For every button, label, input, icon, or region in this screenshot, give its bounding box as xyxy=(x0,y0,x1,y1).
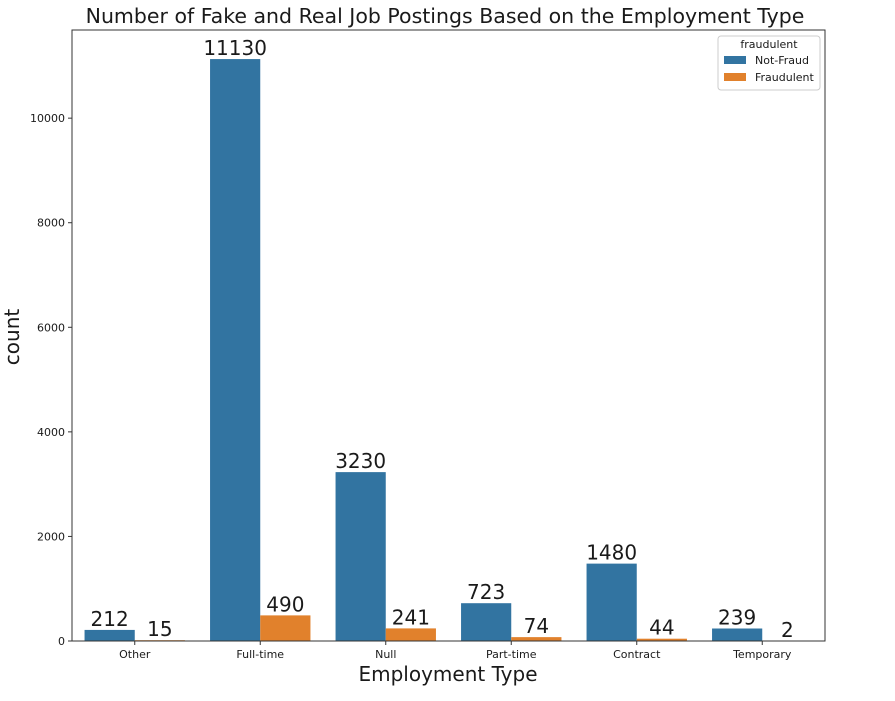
legend-swatch-fraudulent xyxy=(724,73,746,81)
legend-label-not-fraud: Not-Fraud xyxy=(755,54,809,67)
data-label-null-fraudulent: 241 xyxy=(392,605,430,629)
y-axis-label: count xyxy=(0,309,24,366)
data-label-temporary-not-fraud: 239 xyxy=(718,606,756,630)
y-axis: 0 2000 4000 6000 8000 10000 xyxy=(30,112,72,648)
x-axis-label: Employment Type xyxy=(358,662,537,686)
x-tick-label: Null xyxy=(375,648,396,661)
bar-contract-not-fraud xyxy=(586,563,637,641)
x-tick-label: Other xyxy=(119,648,151,661)
bar-full-time-not-fraud xyxy=(210,59,261,642)
data-label-part-time-not-fraud: 723 xyxy=(467,580,505,604)
y-tick-label: 4000 xyxy=(37,426,65,439)
data-label-full-time-not-fraud: 11130 xyxy=(203,36,267,60)
bar-part-time-not-fraud xyxy=(461,603,512,641)
data-label-contract-not-fraud: 1480 xyxy=(586,541,637,565)
chart-title: Number of Fake and Real Job Postings Bas… xyxy=(86,4,805,28)
data-label-contract-fraudulent: 44 xyxy=(649,616,674,640)
legend: fraudulent Not-Fraud Fraudulent xyxy=(717,35,821,91)
data-label-temporary-fraudulent: 2 xyxy=(781,618,794,642)
x-tick-label: Full-time xyxy=(236,648,284,661)
y-tick-label: 8000 xyxy=(37,217,65,230)
bar-contract-fraudulent xyxy=(636,638,687,641)
y-tick-label: 2000 xyxy=(37,530,65,543)
legend-swatch-not-fraud xyxy=(724,56,746,64)
data-label-other-not-fraud: 212 xyxy=(91,607,129,631)
legend-title: fraudulent xyxy=(740,38,798,51)
data-label-null-not-fraud: 3230 xyxy=(335,449,386,473)
bar-part-time-fraudulent xyxy=(511,637,562,641)
bar-null-fraudulent xyxy=(385,628,436,641)
x-tick-label: Temporary xyxy=(732,648,792,661)
plot-frame xyxy=(71,29,826,642)
data-label-other-fraudulent: 15 xyxy=(147,617,172,641)
data-label-part-time-fraudulent: 74 xyxy=(524,614,549,638)
y-tick-label: 10000 xyxy=(30,112,65,125)
legend-label-fraudulent: Fraudulent xyxy=(755,71,815,84)
bar-full-time-fraudulent xyxy=(260,615,311,641)
y-tick-label: 6000 xyxy=(37,321,65,334)
data-label-full-time-fraudulent: 490 xyxy=(266,592,304,616)
bar-labels-group: 212 11130 3230 723 1480 239 15 490 241 74 44 2 xyxy=(91,36,794,642)
bar-other-not-fraud xyxy=(84,629,135,641)
y-tick-label: 0 xyxy=(58,635,65,648)
x-tick-label: Contract xyxy=(613,648,661,661)
bar-null-not-fraud xyxy=(335,472,386,641)
bars-group xyxy=(84,59,813,642)
x-tick-label: Part-time xyxy=(486,648,537,661)
bar-temporary-not-fraud xyxy=(712,628,763,641)
x-axis: Other Full-time Null Part-time Contract Tempo… xyxy=(119,641,792,661)
